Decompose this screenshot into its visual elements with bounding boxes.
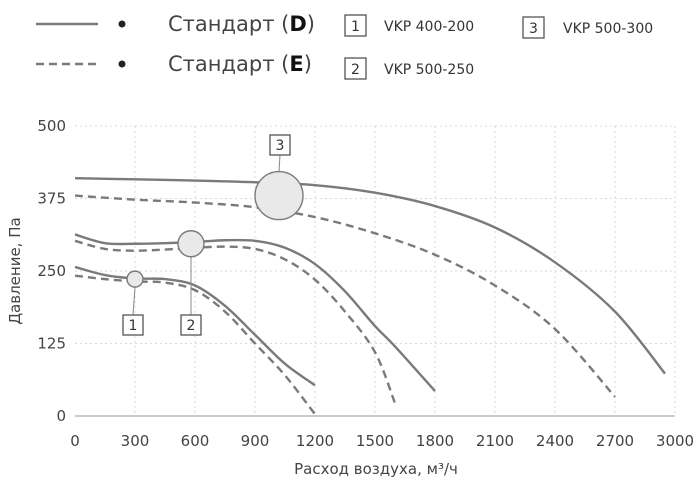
x-tick-label: 1800: [416, 432, 454, 450]
operating-points: 1 2 3: [122, 134, 304, 336]
legend-model-2-num: 2: [351, 62, 360, 78]
x-tick-label: 2700: [596, 432, 634, 450]
svg-text:Стандарт (E): Стандарт (E): [168, 52, 312, 76]
x-tick-label: 900: [241, 432, 270, 450]
legend-model-1: 1 VKP 400-200: [344, 14, 474, 37]
bullet-icon: [118, 60, 126, 68]
x-tick-label: 0: [70, 432, 80, 450]
point-label-text: 2: [187, 318, 196, 334]
legend-model-3: 3 VKP 500-300: [522, 16, 653, 39]
y-tick-label: 375: [37, 190, 66, 208]
curve-model-1-standard-d: [74, 265, 316, 387]
point-label-text: 1: [129, 318, 138, 334]
legend-model-2: 2 VKP 500-250: [344, 57, 474, 80]
operating-point-model-1: 1: [122, 270, 144, 336]
x-tick-label: 1200: [296, 432, 334, 450]
x-tick-label: 1500: [356, 432, 394, 450]
grid: [75, 125, 676, 416]
legend-standard-d-code: D: [289, 12, 306, 36]
legend-model-3-name: VKP 500-300: [563, 21, 653, 37]
point-label-box: 1: [122, 314, 144, 336]
x-tick-label: 3000: [656, 432, 694, 450]
y-tick-label: 125: [37, 335, 66, 353]
curve-model-2-standard-d: [74, 233, 436, 392]
legend-model-1-name: VKP 400-200: [384, 19, 474, 35]
legend-standard-d-suffix: ): [307, 12, 315, 36]
curve-model-2-standard-e: [74, 239, 397, 404]
legend-standard-e-prefix: Стандарт (: [168, 52, 289, 76]
operating-point-model-3: 3: [254, 134, 304, 221]
model-number-box: [344, 14, 367, 37]
legend-standard-e-code: E: [289, 52, 303, 76]
x-tick-label: 2100: [476, 432, 514, 450]
point-label-box: 3: [269, 134, 291, 156]
legend-model-2-name: VKP 500-250: [384, 62, 474, 78]
y-tick-label: 250: [37, 262, 66, 280]
operating-point-marker: [126, 270, 144, 288]
legend-standard-e-suffix: ): [304, 52, 312, 76]
y-tick-label: 0: [56, 407, 66, 425]
point-label-box: 2: [180, 314, 202, 336]
curve-model-3-standard-d: [74, 177, 666, 375]
legend-standard-d: Стандарт (D): [36, 12, 315, 36]
y-tick-labels: 0 125 250 375 500: [37, 117, 66, 425]
y-tick-label: 500: [37, 117, 66, 135]
bullet-icon: [118, 20, 126, 28]
leader-line: [132, 287, 136, 316]
x-tick-label: 300: [121, 432, 150, 450]
svg-text:Стандарт (D): Стандарт (D): [168, 12, 315, 36]
performance-curves: [74, 177, 666, 415]
x-tick-label: 600: [181, 432, 210, 450]
curve-model-3-standard-e: [74, 194, 616, 398]
legend-model-3-num: 3: [529, 21, 538, 37]
legend-standard-e: Стандарт (E): [36, 52, 312, 76]
legend-standard-d-prefix: Стандарт (: [168, 12, 289, 36]
x-tick-label: 2400: [536, 432, 574, 450]
x-axis-label: Расход воздуха, м³/ч: [294, 460, 458, 478]
curve-model-1-standard-e: [74, 274, 316, 415]
operating-point-marker: [254, 170, 304, 221]
model-number-box: [180, 314, 202, 336]
model-number-box: [522, 16, 545, 39]
x-tick-labels: 0 300 600 900 1200 1500 1800 2100 2400 2700 3000: [70, 432, 694, 450]
operating-point-model-2: 2: [177, 230, 205, 336]
model-number-box: [269, 134, 291, 156]
model-number-box: [122, 314, 144, 336]
model-number-box: [344, 57, 367, 80]
operating-point-marker: [177, 230, 205, 258]
legend-model-1-num: 1: [351, 19, 360, 35]
y-axis-label: Давление, Па: [6, 217, 24, 324]
point-label-text: 3: [276, 138, 285, 154]
leader-line: [278, 154, 281, 172]
